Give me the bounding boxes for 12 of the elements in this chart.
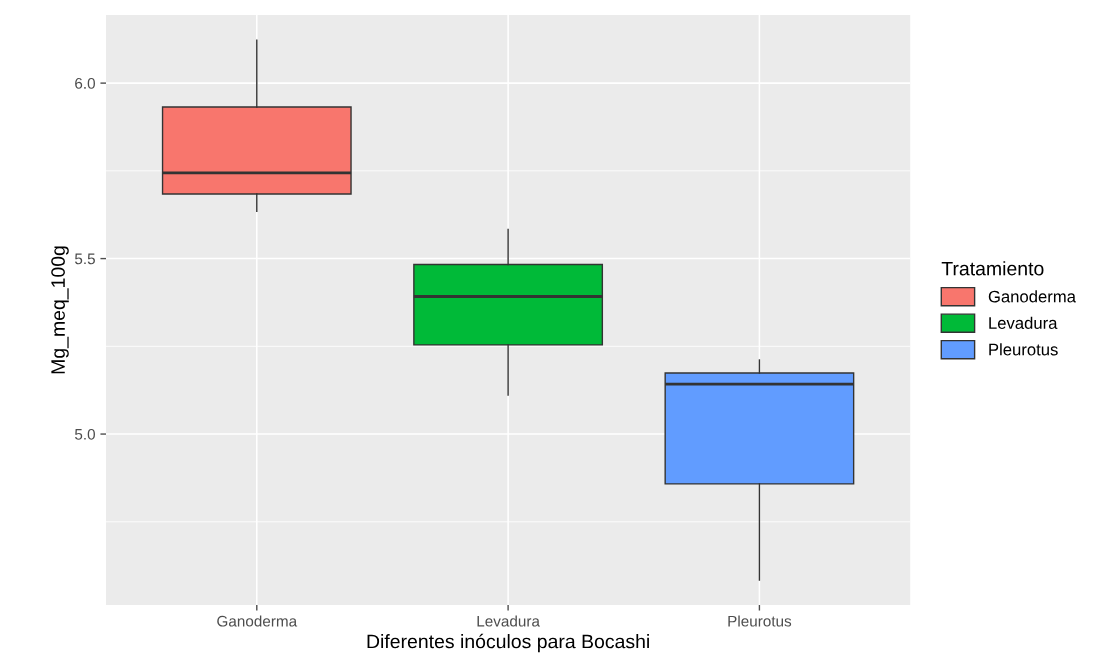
legend-label: Levadura bbox=[989, 316, 1058, 329]
x-tick-label: Levadura bbox=[477, 615, 540, 627]
x-tick-label: Ganoderma bbox=[217, 615, 298, 627]
x-tick-label: Pleurotus bbox=[728, 615, 792, 627]
y-tick-label: 5.0 bbox=[74, 428, 95, 440]
x-axis-title: Diferentes inóculos para Bocashi bbox=[367, 633, 649, 653]
y-tick-label: 5.5 bbox=[74, 253, 95, 265]
legend-label: Ganoderma bbox=[988, 290, 1076, 303]
y-tick-label: 6.0 bbox=[75, 77, 95, 89]
legend-title: Tratamiento bbox=[941, 261, 1044, 276]
y-axis-title: Mg_meq_100g bbox=[51, 246, 69, 374]
legend-label: Pleurotus bbox=[989, 343, 1058, 356]
